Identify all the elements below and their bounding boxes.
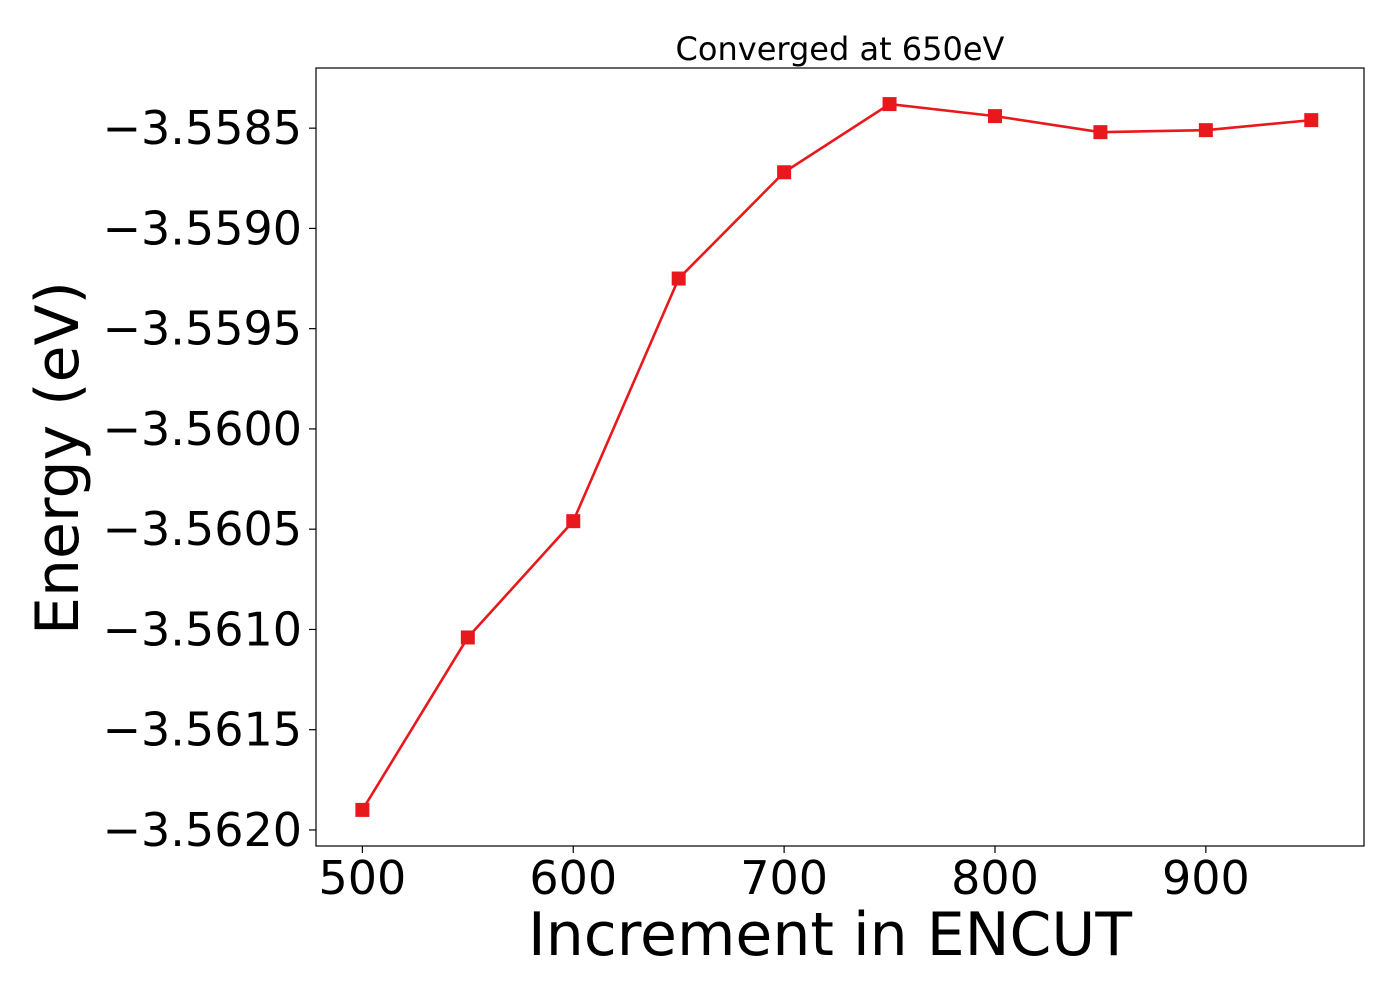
data-point xyxy=(566,514,581,529)
data-point xyxy=(460,630,475,645)
data-point xyxy=(777,165,792,180)
y-tick-label: −3.5610 xyxy=(103,602,303,656)
plot-frame xyxy=(315,67,1365,847)
y-tick-label: −3.5620 xyxy=(103,803,303,857)
x-tick-label: 600 xyxy=(529,851,617,905)
y-tick-label: −3.5600 xyxy=(103,402,303,456)
data-point xyxy=(987,109,1002,124)
data-point xyxy=(671,271,686,286)
y-axis-label: Energy (eV) xyxy=(23,281,93,635)
x-tick-label: 500 xyxy=(318,851,406,905)
x-tick-label: 900 xyxy=(1162,851,1250,905)
y-tick-label: −3.5605 xyxy=(103,502,303,556)
data-point xyxy=(355,802,370,817)
x-axis: 500 600 700 800 900 xyxy=(318,846,1250,905)
y-tick-label: −3.5590 xyxy=(103,201,303,255)
y-tick-label: −3.5615 xyxy=(103,703,303,757)
data-point xyxy=(1304,113,1319,128)
data-point xyxy=(1093,125,1108,140)
x-axis-label: Increment in ENCUT xyxy=(528,900,1132,970)
x-tick-label: 800 xyxy=(951,851,1039,905)
chart-title: Converged at 650eV xyxy=(676,30,1005,68)
y-tick-label: −3.5595 xyxy=(103,302,303,356)
y-tick-label: −3.5585 xyxy=(103,101,303,155)
series-layer xyxy=(355,97,1319,817)
data-point xyxy=(1198,123,1213,138)
y-axis: −3.5620 −3.5615 −3.5610 −3.5605 −3.5600 −3.55… xyxy=(103,101,316,857)
series-line xyxy=(361,102,1312,811)
data-point xyxy=(882,97,897,112)
x-tick-label: 700 xyxy=(740,851,828,905)
